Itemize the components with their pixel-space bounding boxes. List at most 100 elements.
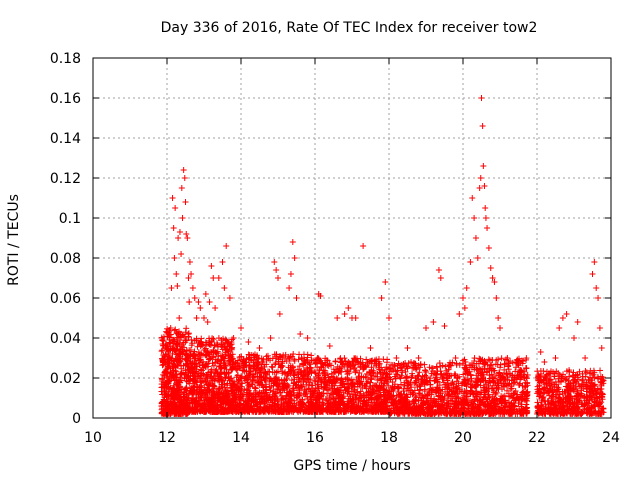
data-point xyxy=(170,225,177,231)
data-point xyxy=(158,348,165,355)
data-point xyxy=(159,347,166,354)
data-point xyxy=(421,361,428,368)
data-point xyxy=(174,283,181,289)
data-point xyxy=(295,356,302,363)
data-point xyxy=(597,367,604,374)
data-point xyxy=(184,235,191,241)
data-point xyxy=(176,315,183,321)
data-point xyxy=(172,364,179,371)
data-point xyxy=(160,396,167,403)
data-point xyxy=(172,389,179,396)
data-point xyxy=(162,382,169,389)
data-point xyxy=(160,351,167,358)
data-point xyxy=(174,356,181,363)
data-point xyxy=(182,199,189,205)
data-point xyxy=(195,299,202,305)
data-point xyxy=(485,356,492,363)
data-point xyxy=(169,195,176,201)
data-point xyxy=(189,285,196,291)
data-point xyxy=(185,330,192,337)
data-point xyxy=(174,340,181,347)
data-point xyxy=(172,405,179,412)
data-point xyxy=(193,315,200,321)
data-point xyxy=(166,362,173,369)
data-point xyxy=(167,384,174,391)
data-point xyxy=(169,345,176,352)
data-point xyxy=(566,373,573,380)
data-points xyxy=(158,95,607,417)
data-point xyxy=(173,371,180,378)
data-point xyxy=(180,406,187,413)
data-point xyxy=(175,359,182,366)
data-point xyxy=(162,400,169,407)
data-point xyxy=(178,334,185,341)
data-point xyxy=(175,329,182,336)
data-point xyxy=(178,251,185,257)
data-point xyxy=(165,348,172,355)
chart-title: Day 336 of 2016, Rate Of TEC Index for r… xyxy=(161,20,538,36)
data-point xyxy=(161,369,168,376)
data-point xyxy=(181,394,188,401)
data-point xyxy=(197,305,204,311)
data-point xyxy=(180,344,187,351)
data-point xyxy=(181,405,188,412)
data-point xyxy=(181,175,188,181)
data-point xyxy=(169,350,176,357)
data-point xyxy=(174,330,181,337)
data-point xyxy=(384,356,391,363)
data-point xyxy=(182,410,189,417)
data-point xyxy=(177,347,184,354)
data-point xyxy=(181,333,188,340)
data-point xyxy=(159,362,166,369)
data-point xyxy=(168,400,175,407)
data-point xyxy=(453,360,460,367)
data-point xyxy=(456,361,463,368)
data-point xyxy=(171,255,178,261)
data-point xyxy=(160,338,167,345)
data-point xyxy=(186,299,193,305)
data-point xyxy=(172,326,179,333)
data-point xyxy=(173,376,180,383)
data-point xyxy=(175,235,182,241)
data-point xyxy=(166,336,173,343)
data-point xyxy=(183,325,190,332)
data-point xyxy=(179,215,186,221)
data-point xyxy=(186,259,193,265)
data-point xyxy=(172,205,179,211)
data-point xyxy=(433,364,440,371)
data-point xyxy=(174,381,181,388)
data-point xyxy=(183,355,190,362)
data-point xyxy=(180,400,187,407)
data-point xyxy=(185,363,192,370)
data-point xyxy=(166,357,173,364)
data-point xyxy=(176,229,183,235)
data-point xyxy=(183,231,190,237)
data-point xyxy=(304,351,311,358)
data-point xyxy=(579,373,586,380)
data-point xyxy=(178,370,185,377)
data-point xyxy=(471,355,478,362)
data-point xyxy=(183,384,190,391)
data-point xyxy=(180,167,187,173)
data-point xyxy=(169,337,176,344)
data-point xyxy=(162,344,169,351)
data-point xyxy=(168,285,175,291)
data-point xyxy=(583,369,590,376)
data-point xyxy=(178,185,185,191)
data-point xyxy=(163,410,170,417)
data-point xyxy=(178,393,185,400)
data-point xyxy=(163,403,170,410)
data-point xyxy=(173,271,180,277)
data-point xyxy=(170,382,177,389)
data-point xyxy=(165,331,172,338)
data-point xyxy=(173,346,180,353)
data-point xyxy=(176,350,183,357)
data-point xyxy=(177,403,184,410)
data-point xyxy=(159,355,166,362)
data-point xyxy=(172,404,179,411)
data-point xyxy=(159,384,166,391)
data-point xyxy=(182,385,189,392)
data-point xyxy=(191,295,198,301)
data-point xyxy=(171,410,178,417)
